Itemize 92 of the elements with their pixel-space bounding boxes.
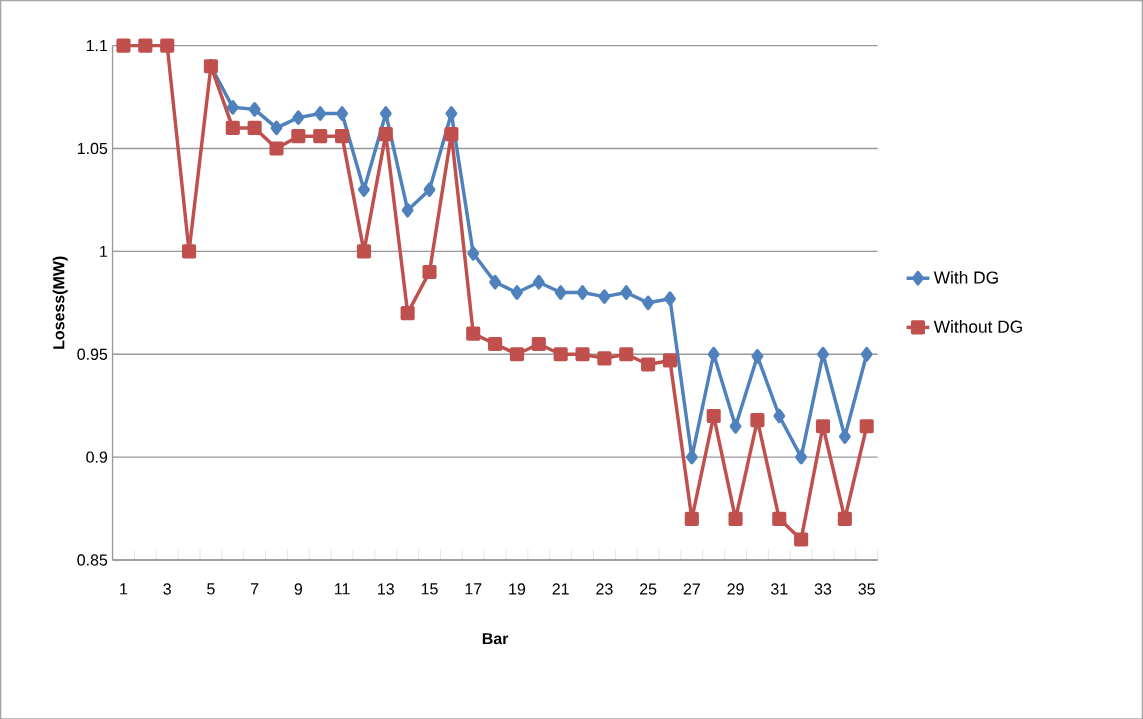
x-tick-label: 19: [509, 583, 526, 595]
legend-label: Without DG: [933, 319, 1022, 333]
point: [641, 357, 656, 372]
x-tick-label: 11: [334, 583, 350, 595]
point: [511, 284, 523, 300]
point: [138, 38, 153, 53]
point: [815, 418, 831, 434]
point: [401, 202, 414, 218]
point: [642, 295, 655, 310]
x-tick-label: 5: [207, 583, 215, 595]
point: [707, 346, 720, 362]
point: [531, 336, 546, 351]
point: [619, 346, 634, 362]
x-tick-label: 17: [465, 583, 482, 595]
point: [773, 408, 786, 424]
point: [445, 105, 458, 121]
y-tick-label: 0.95: [77, 348, 108, 360]
point: [356, 244, 371, 259]
point: [795, 449, 808, 465]
point: [751, 348, 764, 364]
x-tick-label: 13: [378, 583, 394, 595]
point: [532, 274, 545, 290]
x-tick-label: 29: [727, 583, 744, 595]
point: [685, 449, 698, 465]
y-tick-label: 0.9: [86, 451, 108, 463]
point: [772, 511, 787, 526]
point: [728, 511, 743, 526]
point: [859, 418, 874, 434]
point: [817, 346, 829, 362]
point: [662, 353, 678, 368]
x-tick-label: 15: [421, 583, 438, 595]
x-tick-label: 33: [814, 583, 832, 595]
x-tick-label: 27: [683, 583, 700, 595]
point: [729, 418, 742, 434]
y-tick-label: 1.05: [77, 142, 108, 154]
point: [423, 182, 436, 197]
point: [554, 284, 567, 300]
x-tick-label: 7: [251, 583, 259, 595]
point: [269, 141, 284, 156]
point: [684, 511, 699, 526]
y-tick-label: 1: [100, 245, 108, 257]
point: [597, 351, 612, 366]
point: [664, 291, 676, 306]
x-tick-label: 3: [163, 583, 171, 595]
point: [335, 128, 350, 143]
x-tick-label: 35: [858, 583, 875, 595]
point: [116, 38, 131, 53]
point: [598, 289, 611, 304]
point: [575, 346, 590, 362]
point: [837, 511, 852, 526]
point: [509, 346, 525, 362]
x-tick-label: 9: [294, 583, 303, 595]
point: [838, 429, 851, 444]
point: [247, 120, 262, 135]
point: [336, 105, 348, 121]
y-axis-title: Losess(MW): [52, 256, 68, 349]
point: [270, 120, 283, 135]
point: [160, 38, 175, 53]
point: [750, 412, 765, 427]
legend-label: With DG: [933, 270, 998, 284]
point: [379, 105, 392, 121]
point: [620, 284, 633, 300]
point: [313, 128, 328, 143]
point: [794, 532, 809, 547]
point: [291, 128, 306, 143]
point: [489, 274, 502, 290]
point: [292, 110, 305, 125]
x-tick-label: 25: [640, 583, 657, 595]
x-axis-title: Bar: [482, 632, 509, 645]
point: [226, 99, 239, 115]
point: [488, 336, 503, 351]
x-tick-label: 31: [771, 583, 788, 595]
point: [225, 120, 240, 135]
point: [860, 346, 873, 362]
point: [248, 101, 261, 117]
point: [444, 126, 459, 141]
x-tick-label: 1: [120, 583, 128, 595]
point: [422, 264, 437, 279]
y-tick-label: 0.85: [77, 554, 108, 566]
point: [182, 244, 197, 259]
x-tick-label: 23: [596, 583, 613, 595]
point: [378, 126, 393, 141]
y-tick-label: 1.1: [86, 39, 108, 51]
point: [553, 346, 568, 362]
x-tick-label: 21: [552, 583, 569, 595]
point: [706, 408, 721, 423]
point: [466, 326, 481, 341]
point: [314, 105, 327, 121]
point: [467, 245, 480, 261]
point: [358, 182, 370, 197]
point: [400, 305, 415, 320]
point: [576, 284, 589, 300]
